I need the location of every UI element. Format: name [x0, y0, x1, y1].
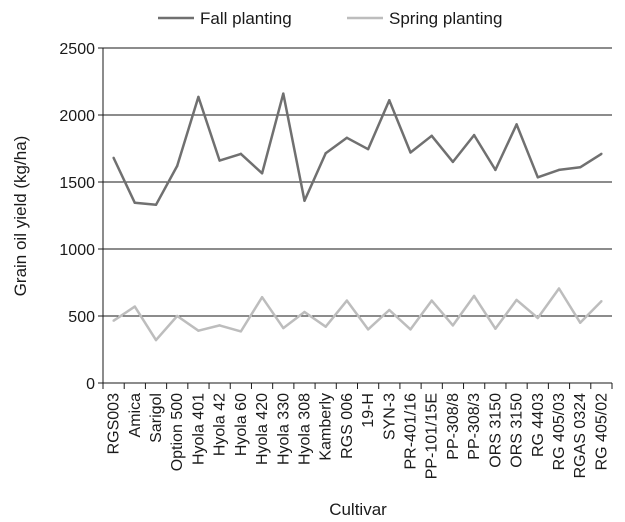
data-point: [112, 319, 115, 322]
y-tick-label: 1000: [59, 242, 95, 259]
x-tick-label: Hyola 330: [275, 393, 292, 465]
legend-label: Fall planting: [200, 9, 292, 28]
data-point: [260, 296, 264, 299]
y-tick-label: 2000: [59, 108, 95, 125]
data-point: [218, 159, 221, 162]
x-tick-label: Hyola 60: [233, 393, 250, 456]
legend: Fall planting Spring planting: [158, 9, 502, 28]
y-tick-label: 1500: [59, 175, 95, 192]
data-point: [366, 328, 370, 331]
data-point: [536, 176, 539, 179]
x-tick-labels: RGS003 Amica Sarigol Option 500 Hyola 401 Hyo…: [106, 393, 611, 479]
y-tick-labels: 0 500 1000 1500 2000 2500: [59, 41, 95, 393]
x-tick-label: ORS 3150: [487, 393, 504, 468]
data-point: [324, 151, 327, 155]
data-point: [345, 299, 349, 302]
data-point: [239, 330, 243, 333]
data-point: [260, 172, 264, 175]
x-tick-label: PR-401/16: [403, 393, 420, 470]
y-axis-title: Grain oil yield (kg/ha): [11, 136, 30, 297]
x-tick-label: ORS 3150: [509, 393, 526, 468]
data-point: [451, 324, 455, 327]
data-point: [515, 298, 518, 302]
data-point: [154, 338, 158, 342]
data-point: [133, 201, 137, 204]
data-point: [154, 203, 158, 206]
data-point: [494, 327, 497, 330]
x-tick-label: RGS 006: [339, 393, 356, 459]
y-tick-label: 500: [68, 309, 95, 326]
x-tick-label: Amica: [127, 393, 144, 438]
data-point: [133, 305, 137, 308]
data-point: [409, 151, 412, 154]
x-tick-label: Hyola 401: [190, 393, 207, 465]
data-point: [282, 326, 285, 330]
data-point: [282, 92, 285, 95]
x-tick-label: PP-101/15E: [424, 393, 441, 479]
series-lines: [112, 92, 603, 342]
x-tick-label: Hyola 420: [254, 393, 271, 465]
data-point: [472, 294, 476, 298]
data-point: [515, 123, 518, 126]
data-point: [303, 199, 306, 202]
data-point: [451, 160, 455, 164]
data-point: [600, 152, 603, 156]
data-point: [197, 329, 200, 332]
x-tick-label: RGS003: [106, 393, 123, 454]
x-tick-label: Hyola 308: [296, 393, 313, 465]
x-tick-label: RG 405/03: [551, 393, 568, 470]
x-tick-label: RGAS 0324: [572, 393, 589, 478]
data-point: [112, 156, 115, 160]
data-point: [578, 166, 582, 169]
data-point: [388, 99, 391, 102]
data-point: [536, 316, 539, 320]
data-point: [600, 300, 603, 303]
data-point: [176, 314, 179, 318]
x-tick-label: PP-308/8: [445, 393, 462, 460]
x-tick-label: RG 405/02: [593, 393, 610, 470]
data-point: [239, 152, 243, 156]
data-point: [494, 168, 497, 172]
data-point: [409, 328, 412, 331]
data-point: [324, 325, 327, 328]
data-point: [366, 147, 370, 151]
x-axis-title: Cultivar: [329, 500, 387, 519]
data-point: [557, 168, 561, 172]
axes: [98, 47, 613, 389]
y-tick-label: 2500: [59, 41, 95, 58]
x-tick-label: Option 500: [169, 393, 186, 471]
data-point: [345, 136, 349, 139]
x-tick-label: Sarigol: [148, 393, 165, 443]
data-point: [430, 134, 433, 137]
data-point: [176, 164, 179, 168]
legend-label: Spring planting: [389, 9, 502, 28]
data-point: [557, 287, 561, 290]
series-line-spring-planting: [112, 287, 603, 342]
x-tick-label: Kamberly: [318, 393, 335, 461]
gridlines: [103, 47, 612, 317]
y-tick-label: 0: [86, 376, 95, 393]
x-tick-label: RG 4403: [530, 393, 547, 457]
data-point: [218, 324, 221, 327]
x-tick-label: 19-H: [360, 393, 377, 428]
series-line-fall-planting: [112, 92, 603, 207]
x-tick-label: Hyola 42: [212, 393, 229, 456]
x-tick-label: SYN-3: [381, 393, 398, 440]
data-point: [578, 321, 582, 324]
data-point: [388, 308, 391, 312]
data-point: [303, 310, 306, 314]
x-tick-label: PP-308/3: [466, 393, 483, 460]
data-point: [197, 95, 200, 99]
data-point: [430, 299, 433, 302]
data-point: [472, 133, 476, 137]
